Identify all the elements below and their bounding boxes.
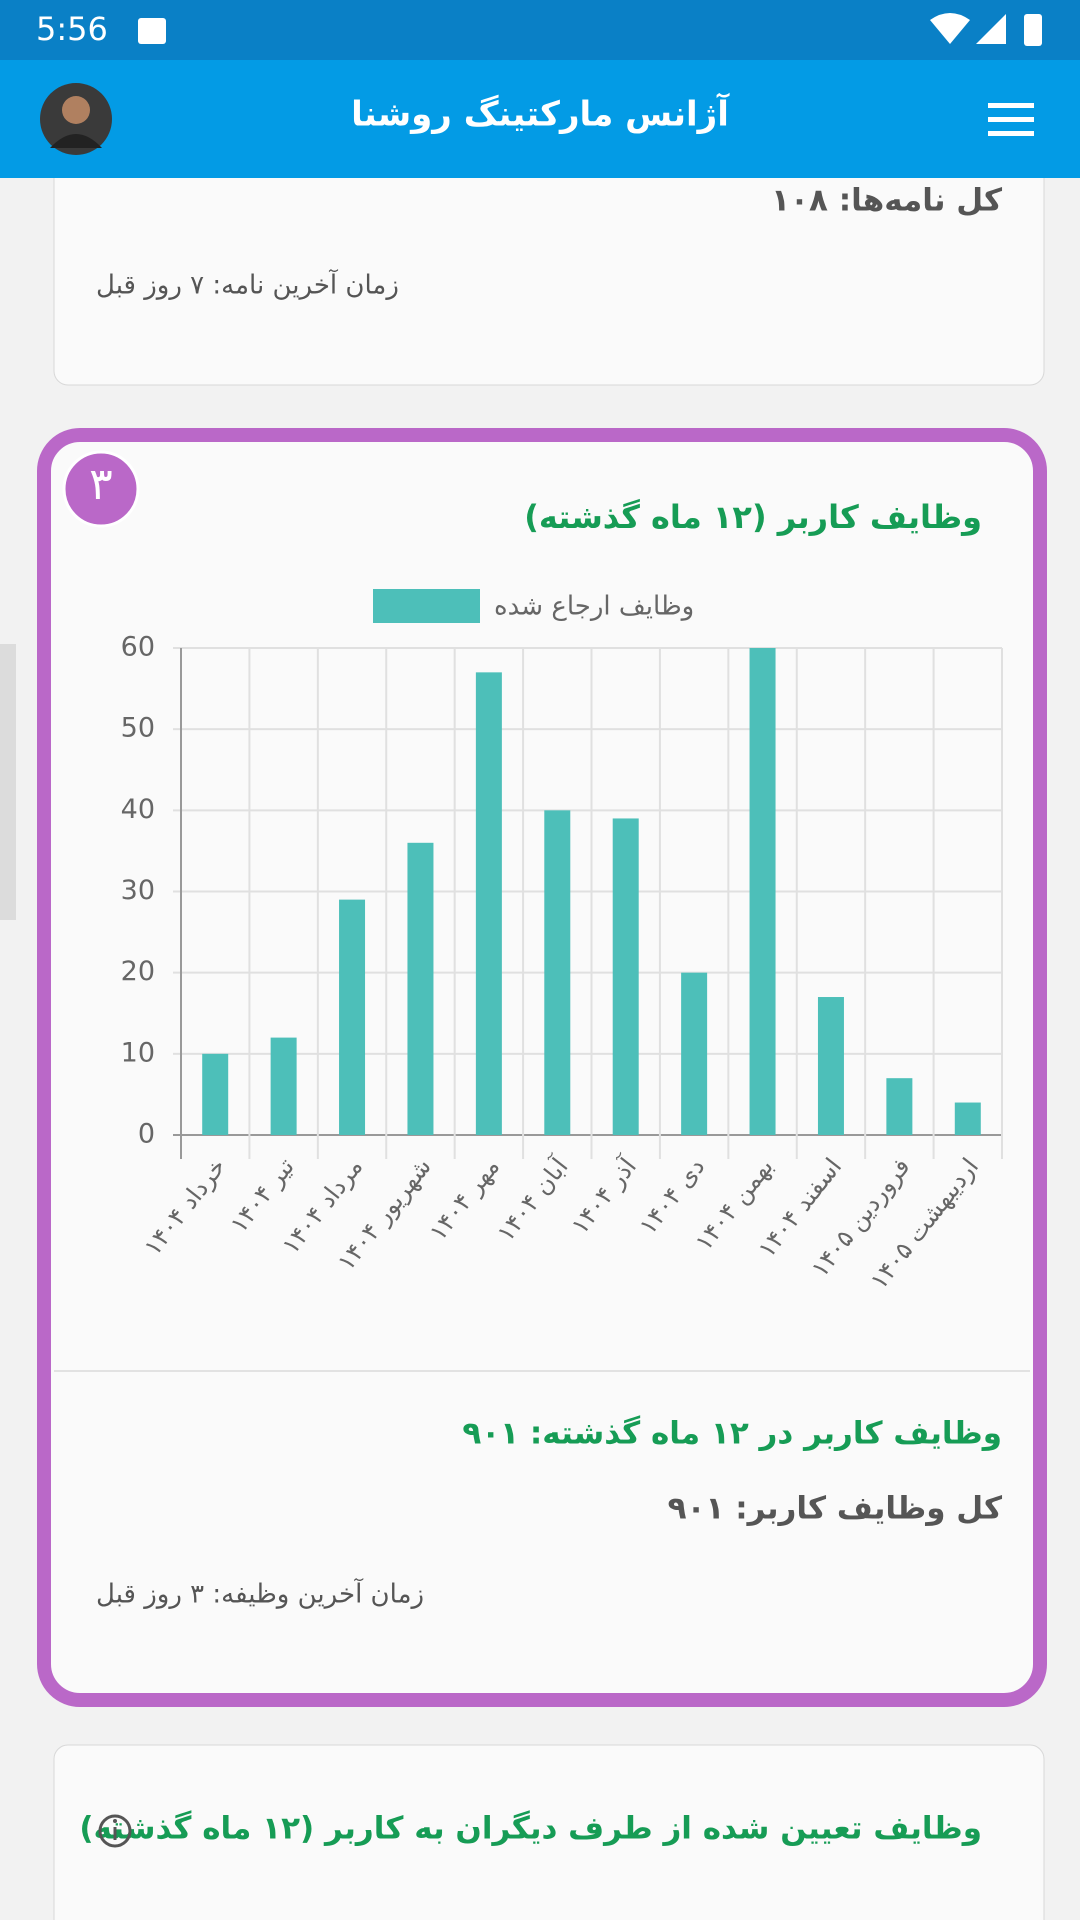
- letters-total: کل نامه‌ها: ۱۰۸: [771, 183, 1003, 219]
- bar: [544, 810, 571, 1135]
- bar: [817, 997, 844, 1135]
- legend-swatch: [373, 589, 480, 623]
- badge-text: ۳: [89, 459, 113, 510]
- tasks-card: [37, 428, 1047, 1707]
- legend-label: وظایف ارجاع شده: [494, 592, 694, 622]
- letters-last: زمان آخرین نامه: ۷ روز قبل: [96, 269, 399, 301]
- tasks-total: کل وظایف کاربر: ۹۰۱: [668, 1491, 1003, 1527]
- assigned-title: وظایف تعیین شده از طرف دیگران به کاربر (…: [79, 1810, 982, 1847]
- bar: [339, 899, 366, 1135]
- chart-title: وظایف کاربر (۱۲ ماه گذشته): [524, 498, 982, 536]
- bar: [749, 648, 776, 1135]
- bar: [612, 818, 639, 1135]
- bar: [886, 1078, 913, 1135]
- status-bar: [0, 0, 1080, 60]
- tasks-summary: وظایف کاربر در ۱۲ ماه گذشته: ۹۰۱: [462, 1415, 1002, 1452]
- status-time: 5:56: [36, 10, 108, 48]
- bar: [407, 842, 434, 1135]
- scroll-edge: [0, 644, 16, 920]
- assigned-card: [53, 1744, 1045, 1920]
- app-title: آژانس مارکتینگ روشنا: [351, 93, 730, 135]
- avatar[interactable]: [40, 83, 112, 155]
- info-icon[interactable]: [98, 1814, 132, 1848]
- y-tick-label: 10: [121, 1037, 155, 1068]
- bar: [954, 1102, 981, 1135]
- bar: [202, 1053, 229, 1135]
- y-tick-label: 30: [121, 875, 155, 906]
- y-tick-label: 40: [121, 794, 155, 825]
- badge: [62, 450, 140, 528]
- tasks-last: زمان آخرین وظیفه: ۳ روز قبل: [96, 1578, 424, 1610]
- y-tick-label: 20: [121, 956, 155, 987]
- bar: [681, 972, 708, 1135]
- status-icons: [138, 13, 1042, 46]
- bar: [270, 1037, 297, 1135]
- bar: [475, 672, 502, 1135]
- y-tick-label: 60: [121, 632, 155, 663]
- y-tick-label: 50: [121, 713, 155, 744]
- app-bar: [0, 60, 1080, 178]
- menu-button[interactable]: [988, 103, 1034, 136]
- y-tick-label: 0: [138, 1119, 155, 1150]
